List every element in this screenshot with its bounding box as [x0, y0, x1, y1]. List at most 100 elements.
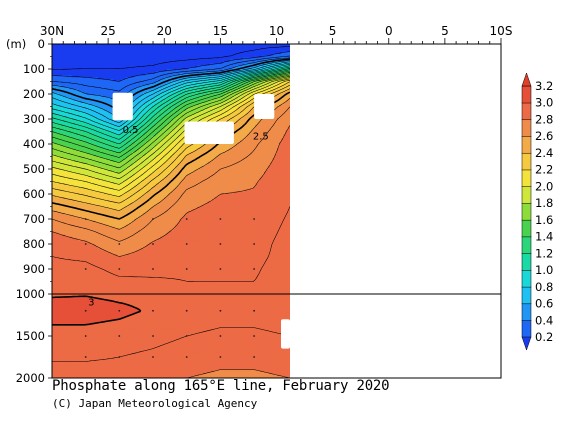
field-cell [84, 118, 88, 122]
field-cell [188, 45, 192, 49]
field-cell [84, 63, 88, 67]
field-cell [158, 55, 161, 59]
field-cell [93, 45, 96, 49]
field-cell [75, 112, 79, 116]
field-cell [257, 45, 261, 49]
field-cell [136, 59, 140, 63]
field-cell [160, 110, 163, 114]
field-cell [56, 73, 60, 77]
field-cell [145, 61, 148, 65]
field-cell [235, 110, 239, 114]
field-cell [222, 75, 226, 78]
field-cell [101, 73, 105, 77]
field-cell [90, 69, 94, 73]
field-cell [229, 116, 233, 120]
field-cell [149, 116, 153, 120]
field-cell [203, 51, 207, 55]
field-cell [67, 102, 70, 106]
field-cell [75, 91, 79, 94]
field-cell [164, 47, 168, 51]
field-cell [93, 65, 96, 69]
field-cell [242, 53, 246, 57]
field-cell [69, 65, 73, 69]
field-cell [240, 47, 243, 51]
field-cell [207, 102, 211, 106]
field-cell [264, 75, 267, 78]
field-cell [155, 71, 159, 75]
field-cell [162, 104, 166, 108]
field-cell [227, 55, 230, 59]
field-cell [153, 69, 157, 73]
field-cell [56, 114, 60, 118]
field-cell [138, 87, 142, 90]
field-cell [125, 81, 129, 84]
field-cell [160, 95, 163, 98]
field-cell [136, 104, 140, 108]
field-cell [170, 57, 174, 61]
field-cell [67, 120, 70, 124]
field-cell [84, 83, 88, 86]
field-cell [110, 85, 114, 88]
field-cell [188, 51, 192, 55]
field-cell [170, 102, 174, 106]
field-cell [235, 57, 239, 61]
field-cell [88, 57, 92, 61]
field-cell [173, 44, 176, 47]
field-cell [186, 51, 189, 55]
field-cell [190, 63, 194, 67]
field-cell [192, 77, 196, 80]
field-cell [75, 71, 79, 75]
field-cell [216, 99, 220, 102]
field-cell [248, 118, 252, 122]
field-cell [242, 44, 246, 47]
field-cell [179, 45, 183, 49]
field-cell [175, 104, 179, 108]
field-cell [188, 67, 192, 71]
field-cell [229, 99, 233, 102]
field-cell [231, 65, 235, 69]
field-cell [112, 65, 116, 69]
field-cell [80, 44, 83, 47]
field-cell [138, 110, 142, 114]
field-cell [75, 81, 79, 84]
field-cell [129, 47, 133, 51]
field-cell [127, 81, 131, 84]
field-cell [177, 61, 181, 65]
field-cell [95, 118, 99, 122]
field-cell [251, 95, 254, 98]
field-cell [86, 116, 90, 120]
field-cell [114, 57, 118, 61]
field-cell [287, 100, 291, 104]
field-cell [264, 81, 267, 84]
field-cell [60, 65, 64, 69]
field-cell [88, 71, 92, 75]
field-cell [192, 59, 196, 63]
field-cell [194, 91, 198, 94]
field-cell [186, 116, 189, 120]
field-cell [71, 106, 75, 110]
field-cell [127, 69, 131, 73]
field-cell [99, 110, 103, 114]
field-cell [220, 57, 224, 61]
field-cell [158, 67, 161, 71]
field-cell [188, 61, 192, 65]
field-cell [158, 71, 161, 75]
field-cell [56, 63, 60, 67]
field-cell [95, 108, 99, 112]
field-cell [225, 44, 228, 47]
field-cell [218, 106, 222, 110]
field-cell [231, 45, 235, 49]
field-cell [155, 79, 159, 82]
field-cell [194, 63, 198, 67]
field-cell [225, 49, 228, 53]
field-cell [190, 49, 194, 53]
field-cell [192, 118, 196, 122]
field-cell [134, 71, 137, 75]
field-cell [60, 55, 64, 59]
field-cell [110, 100, 114, 104]
field-cell [244, 59, 248, 63]
field-cell [95, 63, 99, 67]
field-cell [62, 59, 66, 63]
field-cell [238, 120, 241, 124]
field-cell [108, 89, 112, 92]
